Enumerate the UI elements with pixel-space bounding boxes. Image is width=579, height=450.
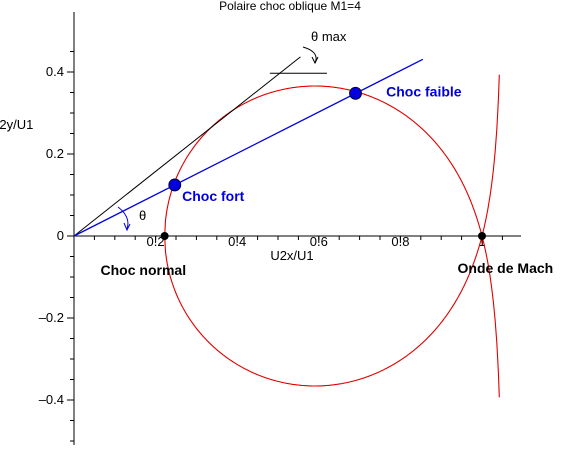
- tangent-line: [73, 56, 301, 237]
- y-tick-label: –0.2: [39, 310, 64, 325]
- annotation-label: Onde de Mach: [458, 260, 554, 276]
- series-group: [73, 56, 500, 398]
- data-point: [478, 232, 486, 240]
- theta-arc: [117, 206, 129, 230]
- annotation-label: Choc normal: [101, 262, 187, 278]
- chart-title: Polaire choc oblique M1=4: [219, 0, 361, 13]
- x-axis-label: U2x/U1: [270, 248, 313, 263]
- data-point: [168, 178, 182, 192]
- y-tick-label: 0: [57, 228, 64, 243]
- x-tick-label: 1: [478, 234, 485, 249]
- x-tick-label: 0.4: [228, 234, 246, 249]
- data-point: [349, 86, 362, 100]
- theta-max-arc-arrow: [311, 56, 319, 65]
- markers-group: [160, 86, 486, 240]
- x-axis-ticks: 0.2 0.4 0.6 0.8 1: [147, 234, 486, 249]
- annotation-label: Choc faible: [386, 84, 462, 100]
- y-axis-ticks: 0.4 0.2 0 –0.2 –0.4: [39, 64, 74, 407]
- shock-deflection-line: [73, 58, 424, 237]
- data-point: [160, 232, 169, 240]
- annotations-group: Choc faible Choc fort Choc normal Onde de M…: [101, 84, 554, 278]
- y-tick-label: 0.2: [46, 146, 64, 161]
- theta-max-label: θ max: [311, 29, 347, 44]
- theta-label: θ: [139, 208, 146, 223]
- x-tick-label: 0.8: [391, 234, 409, 249]
- theta-arc-arrow: [123, 222, 131, 232]
- x-tick-label: 0.6: [310, 234, 328, 249]
- y-tick-label: 0.4: [46, 64, 64, 79]
- y-tick-label: –0.4: [39, 392, 64, 407]
- angle-markers: θ θ max: [117, 29, 347, 232]
- axes: [70, 12, 521, 445]
- y-axis-label: U2y/U1: [0, 117, 33, 132]
- annotation-label: Choc fort: [182, 188, 245, 204]
- x-tick-label: 0.2: [147, 234, 165, 249]
